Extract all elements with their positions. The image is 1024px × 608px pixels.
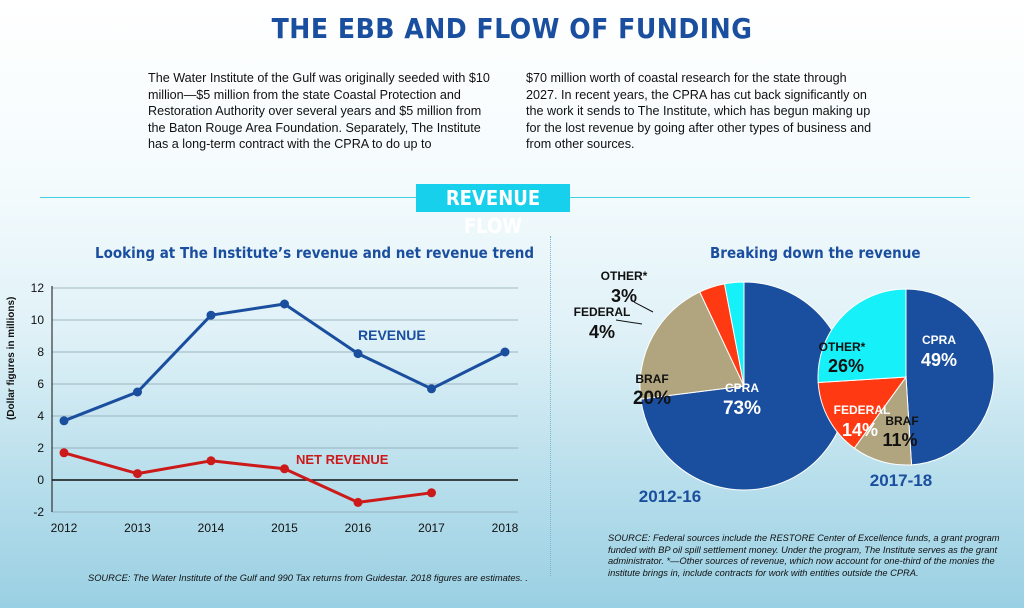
series-label: NET REVENUE — [296, 452, 389, 467]
slice-name: FEDERAL — [834, 403, 891, 417]
slice-name: CPRA — [922, 333, 956, 347]
series-line-0 — [63, 302, 506, 423]
section-banner: REVENUE FLOW — [416, 184, 570, 238]
pie-slice-other — [817, 288, 907, 384]
pie-slice-federal — [817, 376, 908, 449]
pie-year-label: 2017-18 — [870, 471, 932, 490]
pie-slice-braf — [639, 291, 745, 400]
y-tick-label: 4 — [37, 409, 44, 423]
series-label: REVENUE — [358, 327, 426, 343]
leader-line — [615, 319, 643, 325]
intro-paragraph-left: The Water Institute of the Gulf was orig… — [148, 71, 490, 151]
slice-value: 49% — [921, 350, 957, 370]
revenue-pie-charts: 2012-16 2017-18 CPRA 73% BRAF 20% FEDERAL 4% OTH… — [574, 269, 995, 506]
data-point — [353, 349, 363, 359]
pie-chart-source: SOURCE: Federal sources include the REST… — [608, 533, 1000, 578]
y-tick-label: 8 — [37, 345, 44, 359]
data-point — [59, 448, 69, 458]
page-title: THE EBB AND FLOW OF FUNDING — [271, 12, 753, 45]
data-point — [280, 464, 289, 474]
slice-name: OTHER* — [819, 340, 866, 354]
series-line-1 — [63, 451, 432, 504]
y-tick-label: 6 — [37, 377, 44, 391]
data-point — [59, 416, 69, 426]
slice-value: 26% — [828, 356, 864, 376]
slice-value: 14% — [842, 420, 878, 440]
data-point — [427, 384, 436, 394]
x-tick-label: 2015 — [271, 521, 298, 535]
pie-slice-other — [723, 281, 745, 387]
data-point — [133, 469, 142, 479]
x-tick-label: 2017 — [418, 521, 445, 535]
data-point — [206, 456, 216, 466]
x-tick-label: 2012 — [51, 521, 78, 535]
y-tick-label: 10 — [31, 313, 45, 327]
y-tick-label: -2 — [33, 505, 44, 519]
data-point — [427, 488, 436, 498]
slice-value: 73% — [723, 398, 761, 419]
slice-name: BRAF — [635, 372, 668, 386]
revenue-line-chart: -2 0 2 4 6 8 10 12 2012 2013 2014 2015 2016 2017 2018 R… — [31, 281, 519, 535]
slice-name: CPRA — [725, 381, 759, 395]
data-point — [280, 299, 289, 309]
slice-value: 20% — [633, 388, 671, 409]
pie-chart-title: Breaking down the revenue — [710, 244, 921, 262]
slice-name: BRAF — [885, 414, 918, 428]
x-tick-label: 2018 — [492, 521, 519, 535]
x-tick-label: 2016 — [345, 521, 372, 535]
data-point — [206, 310, 216, 320]
slice-value: 3% — [611, 286, 637, 306]
line-chart-title: Looking at The Institute’s revenue and n… — [95, 244, 535, 262]
slice-value: 11% — [882, 430, 917, 450]
y-tick-label: 0 — [37, 473, 44, 487]
line-chart-source: SOURCE: The Water Institute of the Gulf … — [88, 573, 528, 583]
slice-value: 4% — [589, 322, 615, 342]
data-point — [353, 497, 363, 507]
x-tick-label: 2013 — [124, 521, 151, 535]
data-point — [133, 387, 142, 397]
y-tick-label: 12 — [31, 281, 45, 295]
pie-slice-cpra — [905, 288, 995, 466]
slice-name: OTHER* — [601, 269, 648, 283]
intro-paragraph-right: $70 million worth of coastal research fo… — [526, 71, 872, 151]
x-tick-label: 2014 — [198, 521, 225, 535]
y-tick-label: 2 — [37, 441, 44, 455]
data-point — [500, 347, 510, 357]
slice-name: FEDERAL — [574, 305, 631, 319]
leader-line — [633, 301, 654, 313]
column-divider — [550, 236, 551, 576]
pie-year-label: 2012-16 — [639, 487, 701, 506]
